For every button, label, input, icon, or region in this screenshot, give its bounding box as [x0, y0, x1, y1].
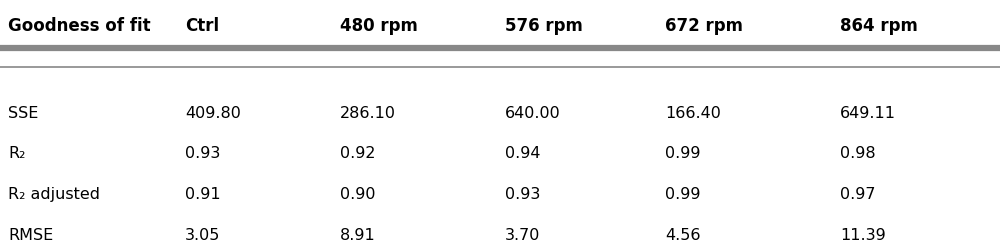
Text: 480 rpm: 480 rpm	[340, 17, 418, 35]
Text: 672 rpm: 672 rpm	[665, 17, 743, 35]
Text: RMSE: RMSE	[8, 228, 53, 240]
Text: Ctrl: Ctrl	[185, 17, 219, 35]
Text: 640.00: 640.00	[505, 106, 561, 120]
Text: R₂: R₂	[8, 146, 25, 161]
Text: 0.90: 0.90	[340, 187, 376, 202]
Text: 0.92: 0.92	[340, 146, 376, 161]
Text: 649.11: 649.11	[840, 106, 896, 120]
Text: 0.99: 0.99	[665, 146, 700, 161]
Text: 0.94: 0.94	[505, 146, 540, 161]
Text: 409.80: 409.80	[185, 106, 241, 120]
Text: 166.40: 166.40	[665, 106, 721, 120]
Text: 576 rpm: 576 rpm	[505, 17, 583, 35]
Text: 0.91: 0.91	[185, 187, 221, 202]
Text: 0.97: 0.97	[840, 187, 876, 202]
Text: 286.10: 286.10	[340, 106, 396, 120]
Text: 4.56: 4.56	[665, 228, 700, 240]
Text: 0.93: 0.93	[505, 187, 540, 202]
Text: 0.98: 0.98	[840, 146, 876, 161]
Text: 3.05: 3.05	[185, 228, 220, 240]
Text: Goodness of fit: Goodness of fit	[8, 17, 151, 35]
Text: 8.91: 8.91	[340, 228, 376, 240]
Text: 0.99: 0.99	[665, 187, 700, 202]
Text: R₂ adjusted: R₂ adjusted	[8, 187, 100, 202]
Text: SSE: SSE	[8, 106, 38, 120]
Text: 0.93: 0.93	[185, 146, 220, 161]
Text: 864 rpm: 864 rpm	[840, 17, 918, 35]
Text: 11.39: 11.39	[840, 228, 886, 240]
Text: 3.70: 3.70	[505, 228, 540, 240]
